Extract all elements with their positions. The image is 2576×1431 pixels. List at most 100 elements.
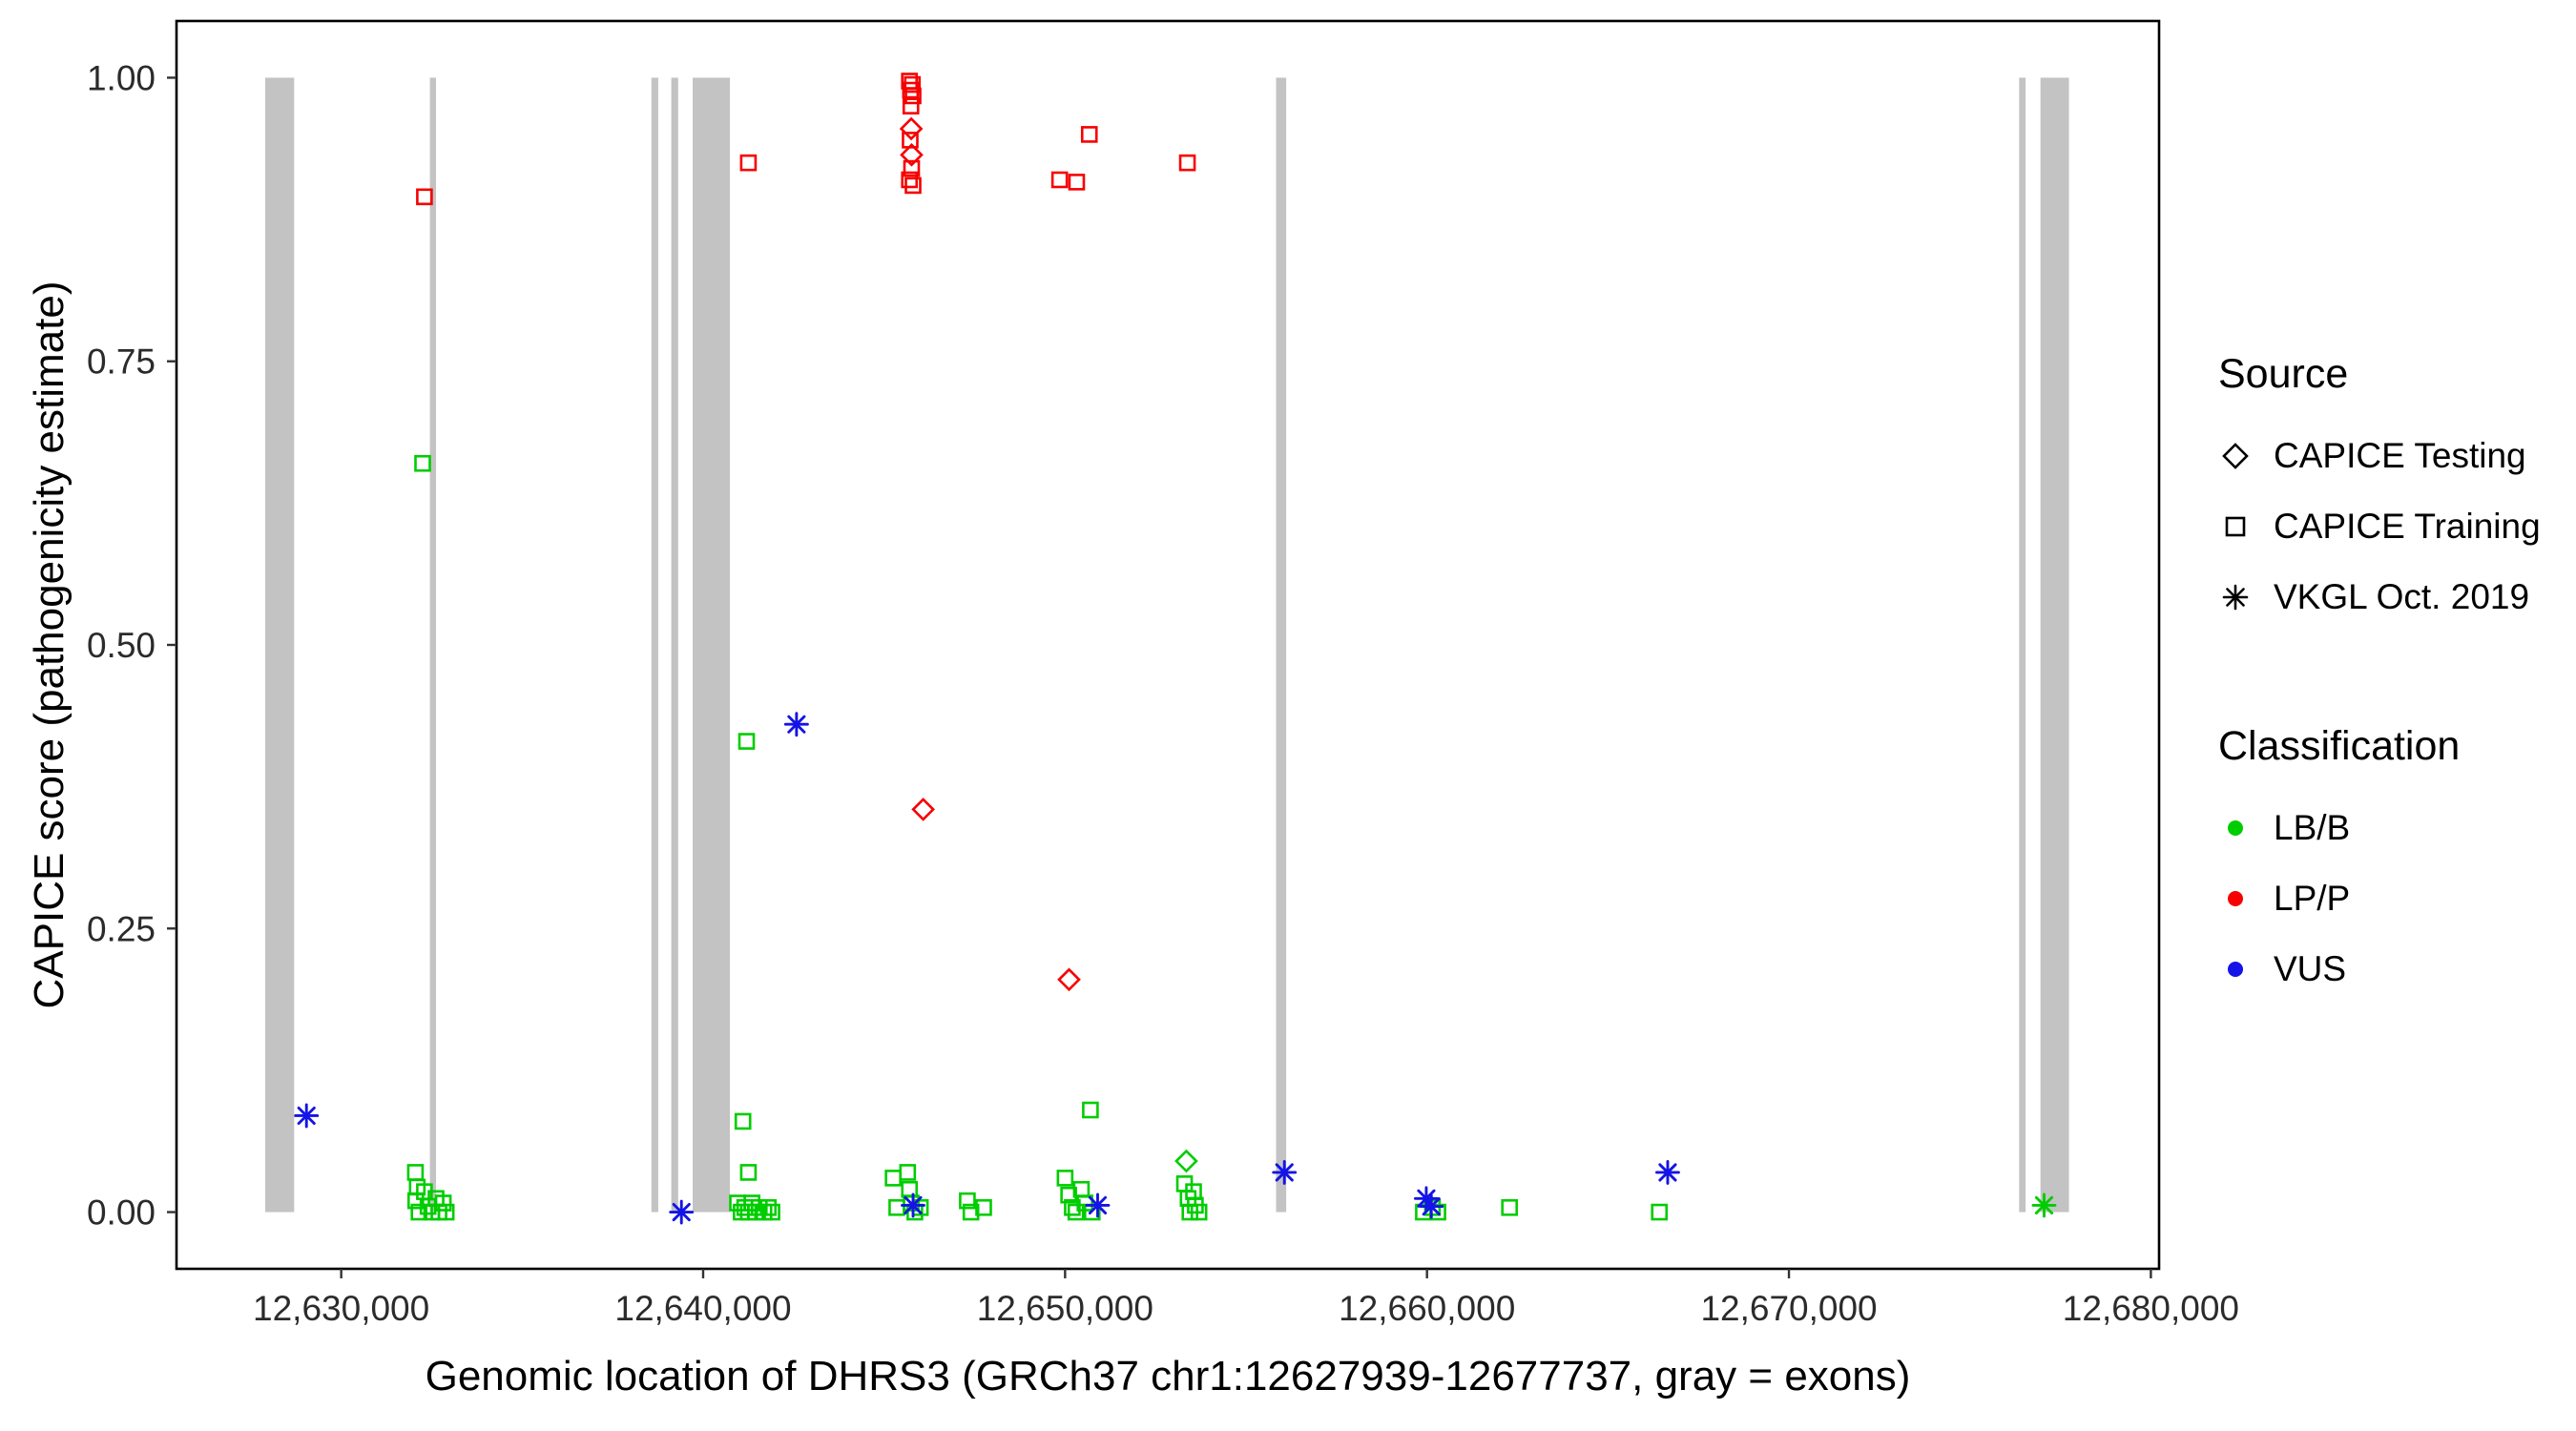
x-tick-label: 12,650,000 bbox=[977, 1289, 1153, 1328]
data-point-square bbox=[904, 87, 922, 105]
x-tick-label: 12,630,000 bbox=[253, 1289, 429, 1328]
y-tick-label: 1.00 bbox=[87, 58, 156, 97]
square-icon bbox=[2225, 516, 2246, 537]
data-point-square bbox=[901, 171, 919, 189]
green-dot-icon bbox=[2228, 820, 2243, 836]
data-point-square bbox=[1082, 1101, 1099, 1119]
data-point-square bbox=[1060, 1186, 1077, 1204]
x-tick-label: 12,680,000 bbox=[2063, 1289, 2239, 1328]
data-point-square bbox=[902, 97, 920, 114]
legend-item-vkgl: VKGL Oct. 2019 bbox=[2218, 562, 2541, 633]
data-point-square bbox=[1067, 1203, 1085, 1221]
data-point-asterisk bbox=[783, 712, 809, 737]
x-tick-label: 12,640,000 bbox=[614, 1289, 791, 1328]
legend-item-lbb: LB/B bbox=[2218, 793, 2541, 863]
data-point-square bbox=[888, 1198, 905, 1216]
data-point-square bbox=[434, 1194, 452, 1212]
data-point-asterisk bbox=[1419, 1193, 1444, 1219]
legend-source-title: Source bbox=[2218, 351, 2349, 397]
data-point-square bbox=[437, 1203, 455, 1221]
y-axis-title: CAPICE score (pathogenicity estimate) bbox=[26, 280, 73, 1009]
data-point-asterisk bbox=[2031, 1192, 2057, 1218]
data-point-square bbox=[1178, 154, 1196, 172]
data-point-asterisk bbox=[1655, 1159, 1680, 1185]
data-point-square bbox=[1651, 1203, 1669, 1221]
exon-bar bbox=[2040, 77, 2069, 1213]
legend-item-label: LB/B bbox=[2274, 808, 2351, 847]
exon-bar bbox=[2019, 77, 2026, 1213]
data-point-square bbox=[1080, 126, 1098, 143]
y-tick-label: 0.25 bbox=[87, 909, 156, 948]
red-dot-icon bbox=[2228, 891, 2243, 906]
legend-item-vus: VUS bbox=[2218, 934, 2541, 1005]
data-point-square bbox=[899, 1164, 917, 1181]
data-point-square bbox=[763, 1203, 780, 1221]
exon-bar bbox=[264, 77, 295, 1213]
data-point-square bbox=[750, 1198, 768, 1216]
data-point-square bbox=[903, 1194, 920, 1212]
data-point-square bbox=[903, 159, 921, 177]
data-point-square bbox=[1064, 1198, 1081, 1216]
data-point-asterisk bbox=[669, 1199, 695, 1225]
data-point-square bbox=[737, 733, 756, 750]
data-point-square bbox=[414, 454, 431, 472]
data-point-asterisk bbox=[1272, 1159, 1298, 1185]
data-point-asterisk bbox=[294, 1103, 320, 1129]
legend-item-lpp: LP/P bbox=[2218, 863, 2541, 934]
legend-classification-title: Classification bbox=[2218, 723, 2461, 769]
exon-bar bbox=[671, 77, 678, 1213]
y-tick-label: 0.50 bbox=[87, 626, 156, 665]
x-tick-label: 12,660,000 bbox=[1339, 1289, 1515, 1328]
diamond-icon bbox=[2222, 443, 2249, 469]
x-axis-title: Genomic location of DHRS3 (GRCh37 chr1:1… bbox=[425, 1353, 1911, 1400]
data-point-square bbox=[959, 1192, 976, 1210]
blue-dot-icon bbox=[2228, 962, 2243, 977]
data-point-square bbox=[901, 1180, 919, 1198]
data-point-diamond bbox=[1174, 1149, 1198, 1173]
data-point-square bbox=[739, 1164, 758, 1181]
data-point-square bbox=[734, 1112, 752, 1130]
data-point-square bbox=[975, 1198, 992, 1216]
y-tick-label: 0.00 bbox=[87, 1193, 156, 1233]
data-point-diamond bbox=[899, 116, 924, 141]
data-point-square bbox=[410, 1203, 427, 1221]
data-point-square bbox=[904, 176, 922, 195]
data-point-asterisk bbox=[901, 1192, 925, 1218]
legend-item-capice-testing: CAPICE Testing bbox=[2218, 421, 2541, 491]
exon-bar bbox=[1276, 77, 1287, 1213]
data-point-diamond bbox=[911, 798, 935, 821]
legend-item-label: LP/P bbox=[2274, 879, 2351, 918]
data-point-square bbox=[759, 1198, 778, 1216]
data-point-square bbox=[904, 75, 922, 93]
data-point-square bbox=[962, 1203, 980, 1221]
exon-bar bbox=[692, 77, 731, 1213]
data-point-square bbox=[884, 1170, 902, 1187]
legend: Source CAPICE Testing CAPICE Training bbox=[2218, 351, 2541, 1005]
data-point-square bbox=[406, 1164, 425, 1181]
y-tick-label: 0.75 bbox=[87, 342, 156, 382]
data-point-diamond bbox=[1057, 967, 1081, 992]
legend-item-capice-training: CAPICE Training bbox=[2218, 491, 2541, 562]
asterisk-icon bbox=[2222, 584, 2249, 611]
data-point-square bbox=[1501, 1198, 1518, 1216]
data-point-square bbox=[416, 188, 433, 206]
data-point-asterisk bbox=[1085, 1192, 1111, 1218]
exon-bar bbox=[651, 77, 658, 1213]
data-point-square bbox=[1190, 1203, 1208, 1221]
data-point-square bbox=[406, 1192, 425, 1210]
data-point-square bbox=[1056, 1170, 1074, 1187]
data-point-square bbox=[1068, 174, 1086, 191]
legend-item-label: VUS bbox=[2274, 949, 2347, 988]
legend-group-source: Source CAPICE Testing CAPICE Training bbox=[2218, 351, 2541, 633]
legend-item-label: VKGL Oct. 2019 bbox=[2274, 577, 2530, 616]
panel-border bbox=[175, 19, 2161, 1271]
data-point-square bbox=[739, 154, 758, 172]
data-point-square bbox=[902, 81, 920, 99]
legend-item-label: CAPICE Training bbox=[2274, 507, 2541, 546]
x-tick-label: 12,670,000 bbox=[1700, 1289, 1877, 1328]
legend-item-label: CAPICE Testing bbox=[2274, 436, 2526, 475]
data-point-square bbox=[1050, 171, 1069, 189]
data-point-diamond bbox=[900, 142, 924, 167]
legend-group-classification: Classification LB/B LP/P VUS bbox=[2218, 723, 2541, 1005]
